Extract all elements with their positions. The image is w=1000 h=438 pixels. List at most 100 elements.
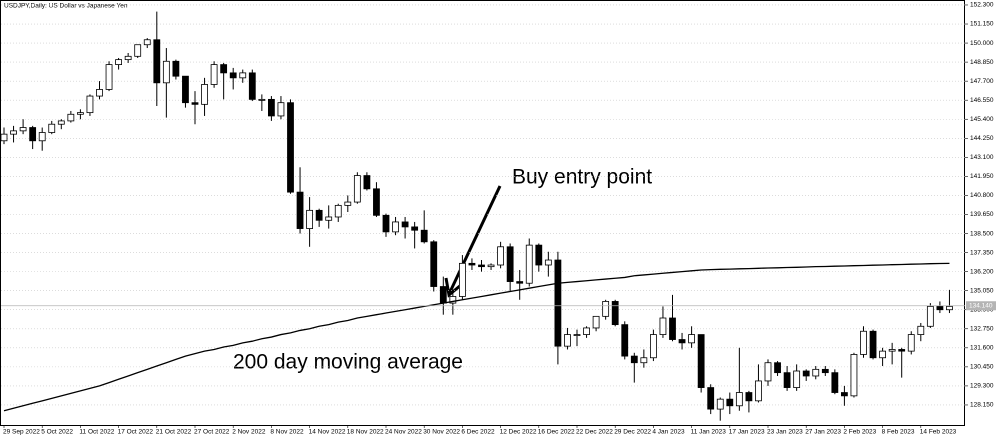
candle-body: [0, 133, 8, 142]
y-tick-label: 145.400: [970, 116, 994, 123]
y-tick-label: 132.750: [970, 325, 994, 332]
candle-body: [306, 209, 314, 229]
candle-body: [802, 370, 810, 377]
candle-body: [38, 132, 46, 142]
candle-body: [917, 325, 925, 335]
x-tick-label: 17 Jan 2023: [729, 429, 765, 436]
x-tick-label: 23 Jan 2023: [767, 429, 803, 436]
chart-title: USDJPY,Daily: US Dollar vs Japanese Yen: [4, 3, 128, 10]
candle-body: [401, 221, 409, 228]
candle-body: [143, 39, 151, 46]
x-tick-label: 29 Dec 2022: [614, 429, 651, 436]
candle-body: [669, 317, 676, 340]
candle-body: [191, 102, 199, 105]
candle-body: [315, 209, 323, 221]
candle-body: [812, 368, 820, 377]
candle-body: [888, 349, 896, 352]
candle-body: [726, 398, 734, 407]
x-tick-label: 11 Oct 2022: [79, 429, 114, 436]
y-tick-label: 140.800: [970, 192, 994, 199]
x-tick-label: 2 Feb 2023: [843, 429, 876, 436]
candle-body: [267, 98, 275, 117]
candle-body: [468, 262, 476, 266]
candle-body: [831, 372, 839, 393]
y-tick-label: 137.350: [970, 249, 994, 256]
x-tick-label: 8 Nov 2022: [270, 429, 304, 436]
candle-body: [745, 392, 753, 402]
y-tick-label: 150.000: [970, 40, 994, 47]
candle-body: [172, 60, 180, 77]
candle-body: [478, 264, 485, 268]
y-tick-label: 138.500: [970, 230, 994, 237]
x-tick-label: 22 Dec 2022: [576, 429, 613, 436]
candle-body: [162, 60, 170, 84]
entry-arrow: [444, 185, 502, 298]
candle-body: [57, 120, 65, 125]
x-tick-label: 29 Sep 2022: [3, 429, 40, 436]
candle-body: [907, 334, 915, 352]
x-tick-label: 24 Nov 2022: [385, 429, 422, 436]
candle-body: [497, 246, 505, 266]
candle-body: [392, 221, 399, 233]
candle-body: [363, 175, 371, 190]
candle-body: [124, 55, 132, 61]
candle-body: [334, 204, 342, 218]
candle-body: [201, 84, 208, 105]
candle-body: [277, 102, 285, 117]
x-tick-label: 6 Dec 2022: [461, 429, 495, 436]
y-tick-label: 143.100: [970, 154, 994, 161]
x-tick-label: 27 Oct 2022: [194, 429, 230, 436]
candle-body: [344, 201, 352, 206]
candle-body: [783, 372, 791, 388]
candle-body: [29, 127, 37, 142]
x-tick-label: 12 Dec 2022: [500, 429, 537, 436]
candle-body: [96, 89, 103, 97]
y-tick-label: 141.950: [970, 173, 994, 180]
candle-body: [602, 301, 610, 317]
candle-body: [650, 334, 657, 359]
x-tick-label: 2 Nov 2022: [232, 429, 266, 436]
candle-body: [220, 64, 228, 74]
candle-body: [583, 327, 590, 335]
candle-body: [678, 339, 686, 344]
candle-body: [659, 317, 667, 335]
x-tick-label: 27 Jan 2023: [805, 429, 841, 436]
candle-body: [134, 44, 142, 57]
candle-body: [229, 72, 237, 79]
candle-body: [296, 191, 304, 229]
y-tick-label: 135.050: [970, 287, 994, 294]
y-tick-label: 131.600: [970, 345, 994, 352]
bid-box: [966, 301, 996, 311]
candle-body: [67, 113, 75, 122]
bid-label: 134.140: [969, 302, 993, 309]
candle-body: [755, 380, 762, 402]
candle-body: [764, 362, 772, 382]
candle-body: [793, 370, 801, 388]
moving-average: [3, 262, 950, 412]
candle-body: [449, 296, 457, 304]
candle-body: [458, 262, 466, 297]
candle-body: [841, 392, 848, 397]
x-tick-label: 17 Oct 2022: [118, 429, 154, 436]
candle-body: [248, 72, 256, 100]
y-tick-label: 146.550: [970, 97, 994, 104]
y-tick-label: 147.700: [970, 78, 994, 85]
candle-body: [420, 229, 428, 243]
candle-body: [544, 259, 552, 266]
candle-body: [821, 368, 829, 374]
candle-body: [850, 354, 858, 397]
candle-body: [697, 334, 705, 388]
candle-body: [411, 226, 419, 231]
candle-body: [182, 75, 189, 104]
candle-body: [325, 216, 333, 221]
candle-body: [115, 59, 122, 65]
x-tick-label: 30 Nov 2022: [423, 429, 460, 436]
candle-body: [936, 306, 944, 311]
candle-body: [439, 286, 447, 304]
y-tick-label: 136.200: [970, 268, 994, 275]
candle-body: [630, 355, 638, 364]
x-tick-label: 18 Nov 2022: [347, 429, 384, 436]
candle-body: [774, 362, 781, 374]
y-tick-label: 144.250: [970, 135, 994, 142]
